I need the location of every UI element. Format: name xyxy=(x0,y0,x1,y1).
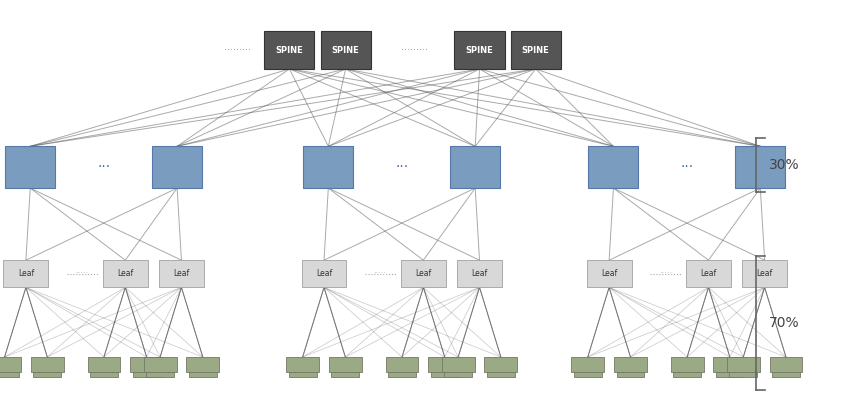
FancyBboxPatch shape xyxy=(772,372,800,377)
Text: Leaf: Leaf xyxy=(18,269,34,278)
FancyBboxPatch shape xyxy=(189,372,217,377)
Text: ···: ··· xyxy=(680,160,694,174)
FancyBboxPatch shape xyxy=(614,357,647,372)
FancyBboxPatch shape xyxy=(152,146,202,188)
FancyBboxPatch shape xyxy=(571,357,604,372)
Text: SPINE: SPINE xyxy=(276,46,303,55)
FancyBboxPatch shape xyxy=(727,357,759,372)
FancyBboxPatch shape xyxy=(431,372,459,377)
Text: 30%: 30% xyxy=(769,158,799,172)
FancyBboxPatch shape xyxy=(454,31,505,69)
FancyBboxPatch shape xyxy=(87,357,120,372)
FancyBboxPatch shape xyxy=(587,260,632,288)
FancyBboxPatch shape xyxy=(670,357,703,372)
FancyBboxPatch shape xyxy=(673,372,701,377)
FancyBboxPatch shape xyxy=(286,357,319,372)
FancyBboxPatch shape xyxy=(742,260,787,288)
FancyBboxPatch shape xyxy=(302,260,346,288)
FancyBboxPatch shape xyxy=(3,260,48,288)
Text: ·········: ········· xyxy=(401,45,429,55)
Text: Leaf: Leaf xyxy=(601,269,617,278)
Text: Leaf: Leaf xyxy=(757,269,772,278)
FancyBboxPatch shape xyxy=(5,146,55,188)
FancyBboxPatch shape xyxy=(146,372,174,377)
Text: ·····: ····· xyxy=(658,269,672,278)
FancyBboxPatch shape xyxy=(34,372,61,377)
FancyBboxPatch shape xyxy=(289,372,316,377)
FancyBboxPatch shape xyxy=(303,146,353,188)
Text: SPINE: SPINE xyxy=(466,46,493,55)
FancyBboxPatch shape xyxy=(0,372,18,377)
FancyBboxPatch shape xyxy=(385,357,418,372)
FancyBboxPatch shape xyxy=(429,357,461,372)
Text: ···: ··· xyxy=(97,160,111,174)
FancyBboxPatch shape xyxy=(457,260,502,288)
FancyBboxPatch shape xyxy=(329,357,362,372)
FancyBboxPatch shape xyxy=(729,372,757,377)
FancyBboxPatch shape xyxy=(617,372,645,377)
Text: 70%: 70% xyxy=(769,316,799,330)
Text: ·········: ········· xyxy=(224,45,251,55)
Text: Leaf: Leaf xyxy=(701,269,716,278)
FancyBboxPatch shape xyxy=(332,372,359,377)
FancyBboxPatch shape xyxy=(133,372,161,377)
FancyBboxPatch shape xyxy=(90,372,118,377)
FancyBboxPatch shape xyxy=(444,372,472,377)
FancyBboxPatch shape xyxy=(130,357,163,372)
Text: SPINE: SPINE xyxy=(332,46,359,55)
FancyBboxPatch shape xyxy=(401,260,446,288)
FancyBboxPatch shape xyxy=(0,357,21,372)
Text: Leaf: Leaf xyxy=(174,269,189,278)
FancyBboxPatch shape xyxy=(264,31,314,69)
FancyBboxPatch shape xyxy=(321,31,371,69)
FancyBboxPatch shape xyxy=(143,357,176,372)
FancyBboxPatch shape xyxy=(487,372,515,377)
FancyBboxPatch shape xyxy=(450,146,500,188)
FancyBboxPatch shape xyxy=(31,357,64,372)
FancyBboxPatch shape xyxy=(714,357,746,372)
FancyBboxPatch shape xyxy=(735,146,785,188)
Text: Leaf: Leaf xyxy=(118,269,133,278)
Text: ···: ··· xyxy=(395,160,409,174)
Text: Leaf: Leaf xyxy=(472,269,487,278)
FancyBboxPatch shape xyxy=(588,146,638,188)
FancyBboxPatch shape xyxy=(511,31,561,69)
Text: ·····: ····· xyxy=(75,269,89,278)
FancyBboxPatch shape xyxy=(686,260,731,288)
FancyBboxPatch shape xyxy=(574,372,601,377)
Text: ·····: ····· xyxy=(373,269,387,278)
FancyBboxPatch shape xyxy=(103,260,148,288)
FancyBboxPatch shape xyxy=(770,357,803,372)
FancyBboxPatch shape xyxy=(716,372,744,377)
Text: Leaf: Leaf xyxy=(316,269,332,278)
FancyBboxPatch shape xyxy=(187,357,219,372)
FancyBboxPatch shape xyxy=(442,357,474,372)
Text: SPINE: SPINE xyxy=(522,46,550,55)
Text: Leaf: Leaf xyxy=(416,269,431,278)
FancyBboxPatch shape xyxy=(388,372,416,377)
FancyBboxPatch shape xyxy=(159,260,204,288)
FancyBboxPatch shape xyxy=(485,357,518,372)
